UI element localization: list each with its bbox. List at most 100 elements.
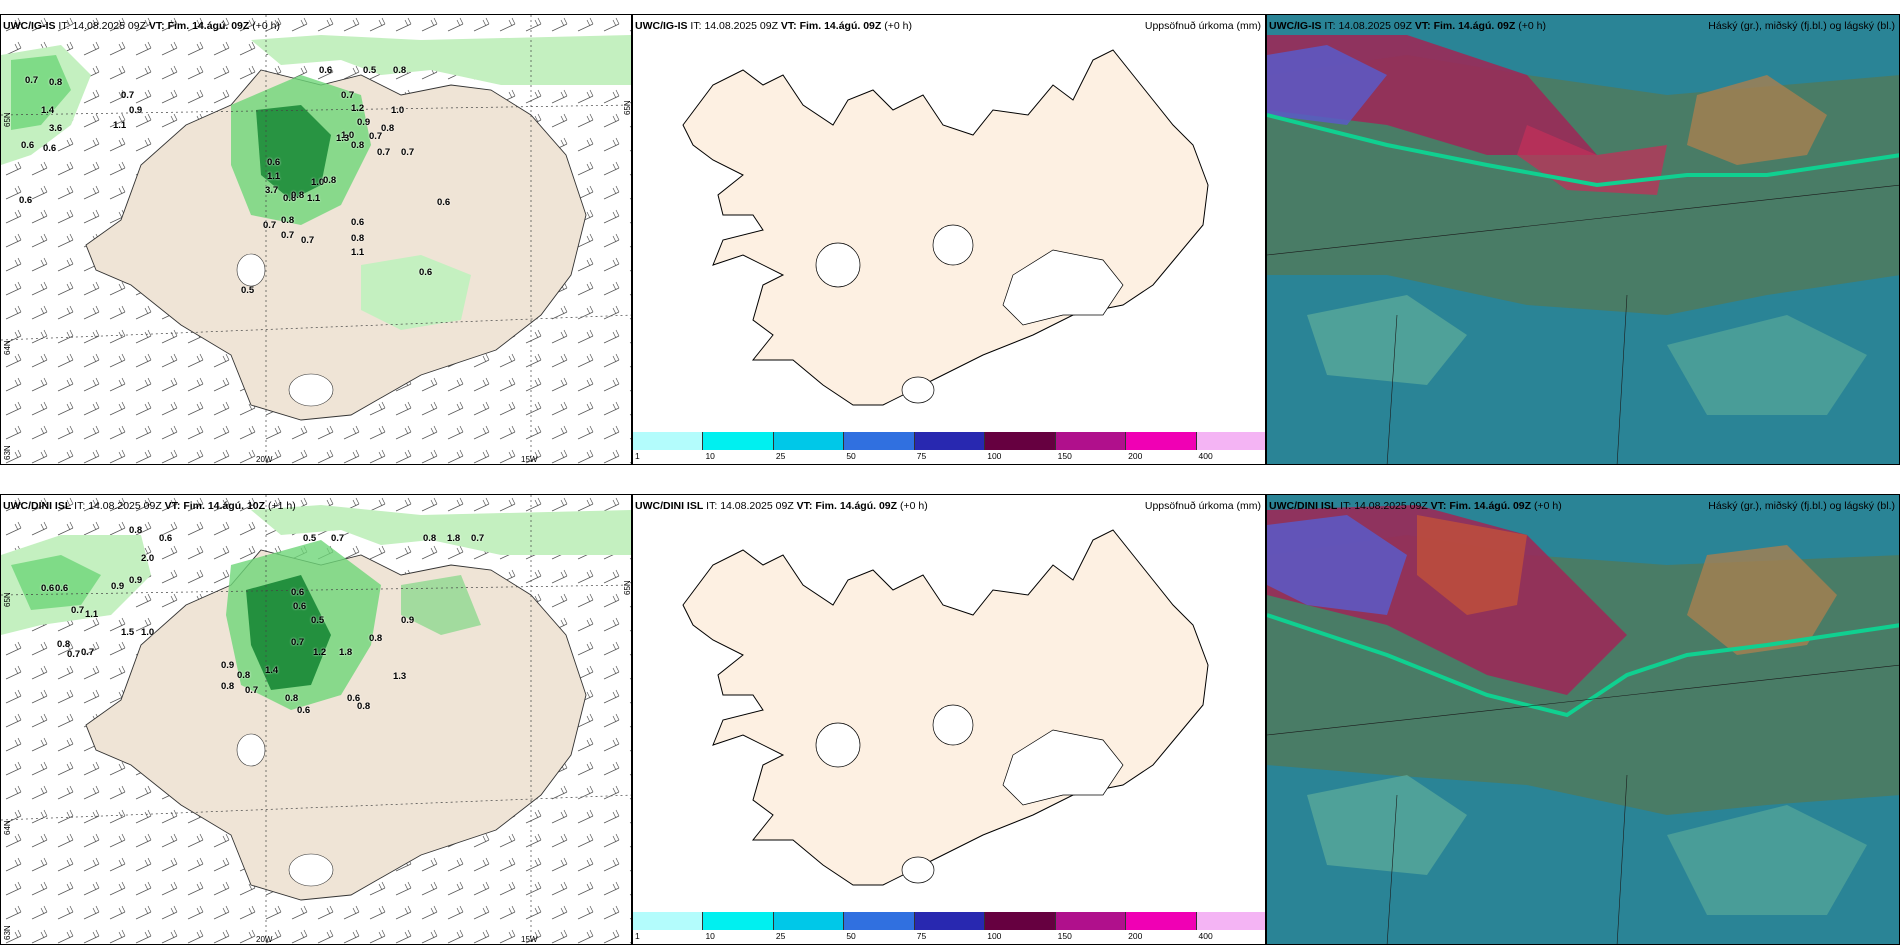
precip-value-label: 0.7 [369,131,383,142]
precip-value-label: 0.7 [331,533,345,544]
panel-title: UWC/IG-IS IT: 14.08.2025 09Z VT: Fim. 14… [3,20,280,32]
precip-colorbar [633,432,1265,450]
colorbar-tick-label: 25 [775,451,786,461]
precip-value-label: 0.8 [423,533,437,544]
lon-label: 20W [256,455,273,464]
precip-value-label: 1.5 [121,627,135,638]
precip-value-label: 0.6 [41,583,55,594]
colorbar-tick-label: 100 [987,451,1002,461]
lat-label: 65N [3,592,12,607]
colorbar-tick-label: 400 [1198,931,1213,941]
precip-value-label: 0.9 [111,581,125,592]
colorbar-swatch [1055,432,1127,450]
precip-value-label: 0.7 [471,533,485,544]
precip-value-label: 0.7 [81,647,95,658]
cloud-panel-row2: UWC/DINI ISL IT: 14.08.2025 09Z VT: Fim.… [1266,494,1900,945]
lat-label: 63N [3,445,12,460]
colorbar-swatch [703,432,774,450]
colorbar-tick-label: 75 [916,451,927,461]
precip-value-label: 0.8 [381,123,395,134]
colorbar-swatch [844,432,915,450]
precip-value-label: 0.8 [357,701,371,712]
precip-value-label: 1.8 [447,533,461,544]
precip-value-label: 0.9 [129,105,143,116]
colorbar-tick-label: 50 [846,451,856,461]
precip-value-label: 1.3 [393,671,407,682]
colorbar-swatch [1196,912,1265,930]
colorbar-swatch [1126,912,1197,930]
precip-value-label: 0.6 [267,157,281,168]
precip-value-label: 0.8 [393,65,407,76]
precip-value-label: 0.6 [283,193,297,204]
precip-value-label: 0.7 [245,685,259,696]
precip-value-label: 0.9 [357,117,371,128]
colorbar-swatch [773,912,845,930]
precip-value-label: 3.7 [265,185,279,196]
colorbar-tick-label: 400 [1198,451,1213,461]
precip-value-label: 0.7 [25,75,39,86]
precip-value-label: 0.6 [351,217,365,228]
precip-colorbar-ticks: 1 10 25 50 75 100 150 200 400 [633,931,1265,943]
wind-map-row2 [1,495,631,944]
precip-value-label: 0.8 [291,190,305,201]
precip-value-label: 0.7 [377,147,391,158]
precip-value-label: 0.7 [341,90,355,101]
colorbar-swatch [1126,432,1197,450]
wind-map-row1 [1,15,631,464]
precip-value-label: 0.6 [319,65,333,76]
panel-title: UWC/IG-IS IT: 14.08.2025 09Z VT: Fim. 14… [1269,20,1546,32]
lat-label: 65N [3,112,12,127]
precip-value-label: 2.0 [141,553,155,564]
precip-value-label: 0.5 [241,285,255,296]
panel-title: UWC/DINI ISL IT: 14.08.2025 09Z VT: Fim.… [635,500,928,512]
cloud-map-row1 [1267,15,1899,464]
colorbar-tick-label: 1 [635,931,640,941]
colorbar-tick-label: 25 [775,931,786,941]
colorbar-tick-label: 50 [846,931,856,941]
precip-value-label: 0.8 [369,633,383,644]
precip-value-label: 0.8 [57,639,71,650]
colorbar-tick-label: 75 [916,931,927,941]
precip-map-row2 [682,529,1209,886]
precip-value-label: 0.6 [291,587,305,598]
precip-value-label: 0.9 [129,575,143,586]
precip-value-label: 0.8 [351,140,365,151]
precip-value-label: 1.8 [339,647,353,658]
panel-right-label: Háský (gr.), miðský (fj.bl.) og lágský (… [1708,500,1895,512]
precip-value-label: 0.7 [281,230,295,241]
precip-colorbar [633,912,1265,930]
colorbar-swatch [914,432,986,450]
precip-value-label: 0.5 [303,533,317,544]
precip-value-label: 0.5 [363,65,377,76]
colorbar-swatch [633,912,704,930]
iceland-land-w1 [85,69,587,421]
lat-label: 64N [3,820,12,835]
colorbar-swatch [1196,432,1265,450]
precip-value-label: 0.6 [19,195,33,206]
precip-value-label: 1.2 [351,103,365,114]
precip-value-label: 1.0 [311,177,325,188]
precip-value-label: 0.9 [221,660,235,671]
precip-value-label: 1.1 [113,120,127,131]
colorbar-tick-label: 10 [705,451,715,461]
cloud-panel-row1: UWC/IG-IS IT: 14.08.2025 09Z VT: Fim. 14… [1266,14,1900,465]
panel-right-label: Uppsöfnuð úrkoma (mm) [1144,500,1261,512]
precip-value-label: 1.3 [336,133,350,144]
colorbar-swatch [985,432,1056,450]
colorbar-swatch [1055,912,1127,930]
panel-title: UWC/IG-IS IT: 14.08.2025 09Z VT: Fim. 14… [635,20,912,32]
precip-value-label: 0.6 [159,533,173,544]
colorbar-tick-label: 150 [1057,451,1072,461]
colorbar-swatch [914,912,986,930]
precip-value-label: 0.8 [49,77,63,88]
precip-value-label: 0.7 [301,235,315,246]
precip-value-label: 0.6 [55,583,69,594]
lat-label: 65N [623,580,632,595]
panel-title: UWC/DINI ISL IT: 14.08.2025 09Z VT: Fim.… [1269,500,1562,512]
panel-right-label: Háský (gr.), miðský (fj.bl.) og lágský (… [1708,20,1895,32]
precip-value-label: 1.2 [313,647,327,658]
precip-value-label: 0.7 [263,220,277,231]
precip-value-label: 0.8 [237,670,251,681]
precip-value-label: 0.5 [311,615,325,626]
colorbar-swatch [633,432,704,450]
